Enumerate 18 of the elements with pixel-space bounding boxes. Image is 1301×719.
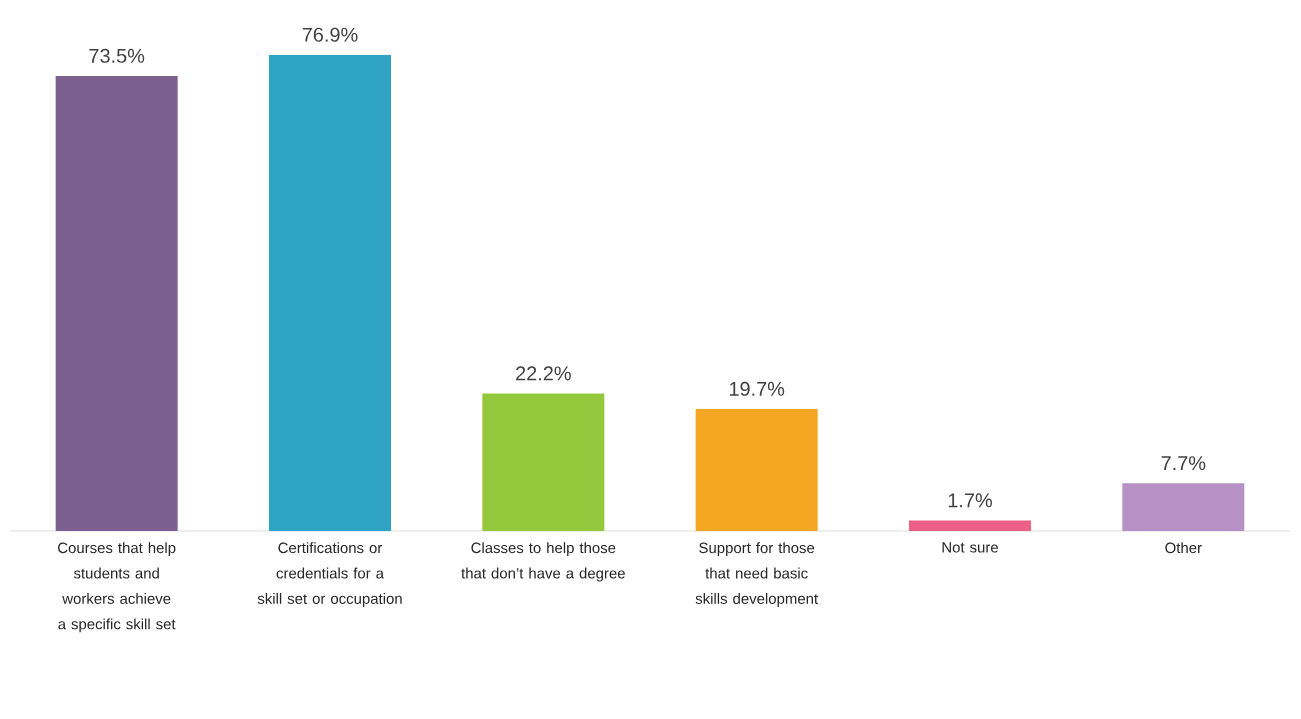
bar (695, 409, 818, 531)
data-label: 7.7% (1161, 456, 1206, 471)
x-tick-label: Certifications or credentials for a skill set or occupation (257, 542, 402, 607)
data-label: 1.7% (948, 493, 992, 508)
data-label: 76.9% (302, 27, 358, 42)
data-label: 19.7% (729, 381, 785, 396)
bar (1122, 483, 1245, 531)
bar (55, 76, 178, 531)
bar (269, 54, 391, 531)
bar (908, 520, 1031, 531)
data-label: 22.2% (516, 366, 571, 381)
bar (482, 393, 605, 531)
x-tick-label: Not sure (942, 542, 998, 553)
x-tick-label: Other (1165, 542, 1202, 554)
x-tick-label: Support for those that need basic skills development (695, 542, 818, 607)
data-label: 73.5% (89, 48, 145, 63)
x-tick-label: Courses that help students and workers achieve a specific skill set (58, 542, 176, 633)
x-tick-label: Classes to help those that don’t have a degree (461, 542, 625, 582)
